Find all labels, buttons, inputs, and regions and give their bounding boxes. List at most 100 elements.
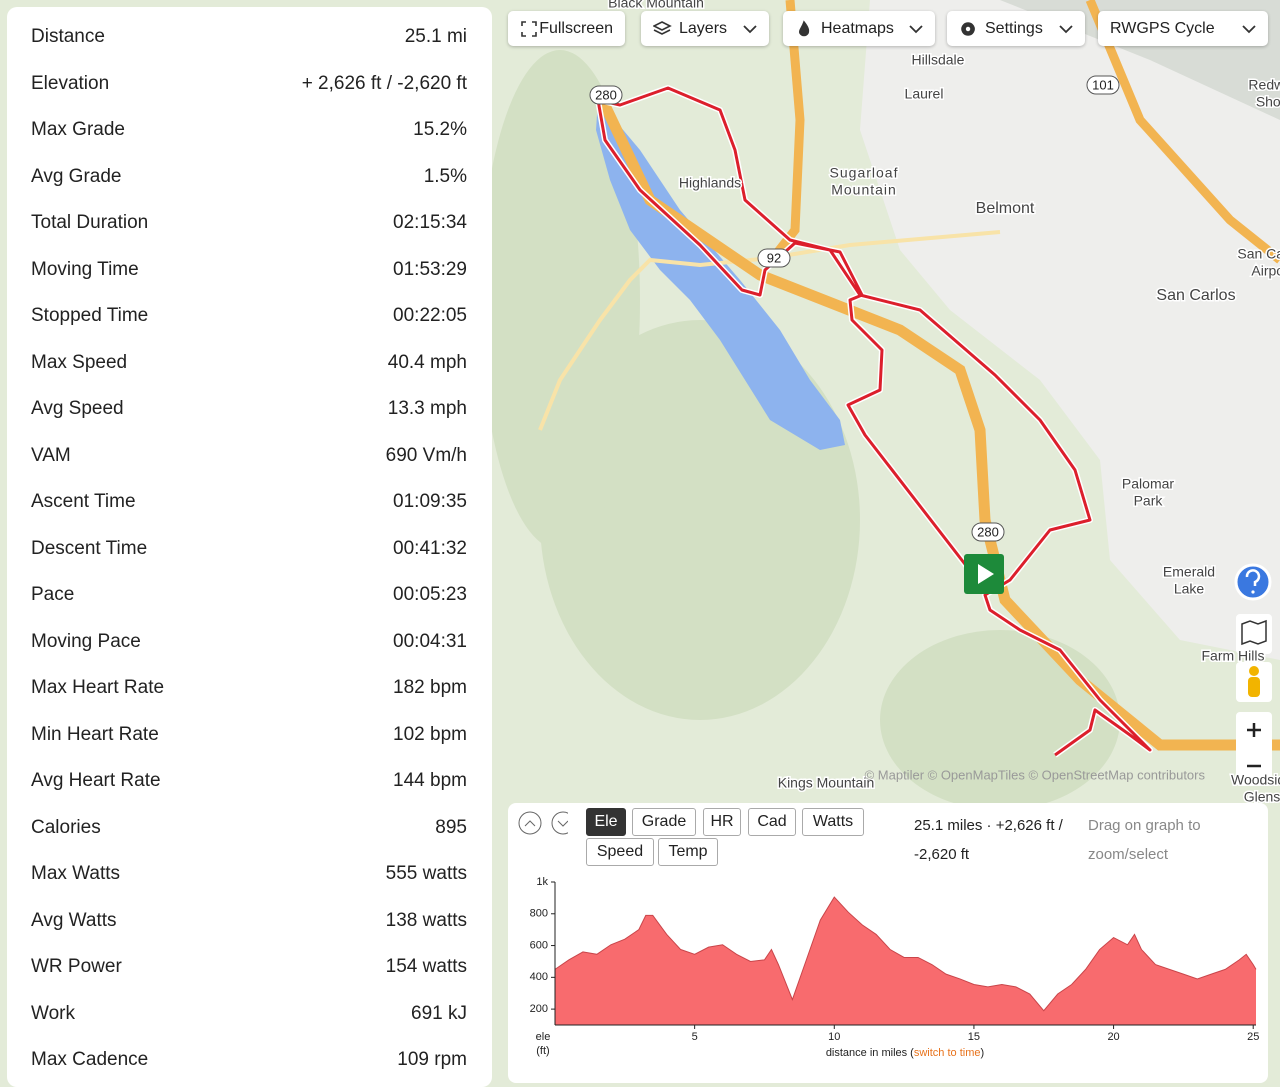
expand-up[interactable]: [518, 811, 542, 835]
stat-label: Moving Time: [31, 258, 139, 280]
collapse-down[interactable]: [551, 811, 568, 835]
stat-label: Work: [31, 1002, 75, 1024]
stat-row: VAM 690 Vm/h: [31, 445, 467, 469]
lake: [596, 100, 845, 450]
road-shield: [589, 85, 623, 105]
stat-value: 01:53:29: [393, 258, 467, 280]
stat-label: Moving Pace: [31, 630, 141, 652]
stat-label: Avg Watts: [31, 909, 117, 931]
button-label: Settings: [985, 19, 1043, 37]
stat-row: Max Grade 15.2%: [31, 119, 467, 143]
help-button[interactable]: [1234, 563, 1272, 601]
stat-value: 138 watts: [385, 909, 467, 931]
highway: [595, 92, 1280, 751]
chevron: [909, 24, 923, 33]
toolbar-button[interactable]: RWGPS Cycle: [1098, 11, 1268, 46]
icon-shape: [521, 20, 537, 37]
chart-tab[interactable]: Temp: [658, 838, 718, 866]
stat-label: Avg Heart Rate: [31, 770, 161, 791]
road-shield-label: 280: [977, 524, 999, 539]
stat-value: 102 bpm: [393, 723, 467, 745]
stat-label: VAM: [31, 444, 71, 466]
toolbar-button[interactable]: Settings: [947, 11, 1085, 46]
place-label: Redwood: [1248, 77, 1280, 93]
stat-value: 25.1 mi: [404, 26, 467, 47]
stat-label: Ascent Time: [31, 491, 136, 512]
stat-label: Avg Speed: [31, 398, 124, 419]
stat-row: Max Heart Rate 182 bpm: [31, 677, 467, 701]
place-label: Laurel: [905, 86, 944, 102]
place-label: Shores: [1256, 94, 1280, 110]
stat-row: Avg Heart Rate 144 bpm: [31, 770, 467, 794]
switch-to-time-link[interactable]: switch to time: [914, 1047, 981, 1059]
toolbar-button[interactable]: Layers: [641, 11, 769, 46]
stat-value: 1.5%: [423, 165, 467, 187]
icon-shape: [961, 21, 975, 36]
icon-shape: [799, 19, 810, 36]
chevron: [1059, 24, 1073, 33]
toolbar-button[interactable]: Heatmaps: [783, 11, 935, 46]
stat-value: 01:09:35: [393, 491, 467, 512]
road-shield-label: 101: [1092, 77, 1114, 92]
place-label: Mountain: [831, 182, 897, 198]
chart-tab[interactable]: Ele: [586, 808, 626, 836]
place-label: Airport: [1251, 263, 1280, 279]
stat-label: Max Cadence: [31, 1049, 149, 1070]
stat-label: Max Heart Rate: [31, 677, 165, 698]
map-info-button[interactable]: [1236, 614, 1272, 654]
place-label: Woodside: [1231, 772, 1280, 788]
stat-label: Pace: [31, 584, 75, 605]
button-icon: [521, 20, 537, 37]
button-icon: [961, 21, 975, 36]
stat-row: WR Power 154 watts: [31, 956, 467, 980]
x-tick-label: 5: [692, 1031, 698, 1043]
stat-value: 13.3 mph: [387, 398, 467, 419]
chart-tab[interactable]: Cad: [748, 808, 796, 836]
hills: [480, 50, 640, 550]
stat-value: 00:04:31: [393, 630, 467, 652]
collapse-controls: [518, 811, 568, 835]
elevation-line: [554, 896, 1257, 1012]
stat-value: 154 watts: [385, 956, 467, 977]
toolbar-button[interactable]: Fullscreen: [508, 11, 625, 46]
elevation-area: [555, 897, 1256, 1025]
chart-tab[interactable]: Watts: [802, 808, 864, 836]
chevron-down: [557, 820, 568, 827]
stat-value: 00:05:23: [393, 584, 467, 605]
button-label: RWGPS Cycle: [1110, 19, 1215, 37]
stat-row: Total Duration 02:15:34: [31, 212, 467, 236]
start-icon: [978, 564, 994, 584]
place-label: Lake: [1174, 581, 1205, 597]
x-tick-label: 10: [828, 1031, 840, 1043]
place-label: San Carlos: [1237, 246, 1280, 262]
stat-value: 895: [435, 816, 467, 838]
stat-label: WR Power: [31, 956, 122, 977]
highway: [766, 0, 805, 265]
button-label: Fullscreen: [539, 19, 613, 37]
hills: [880, 630, 1120, 810]
stat-value: 40.4 mph: [387, 351, 467, 373]
stat-label: Min Heart Rate: [31, 723, 159, 745]
stat-value: 691 kJ: [411, 1002, 467, 1024]
stat-label: Max Grade: [31, 119, 125, 140]
route-summary: 25.1 miles · +2,626 ft / -2,620 ft: [914, 817, 1063, 863]
stat-label: Total Duration: [31, 212, 149, 233]
stat-value: 00:41:32: [393, 537, 467, 559]
stat-label: Distance: [31, 26, 105, 47]
chart-tab[interactable]: Grade: [632, 808, 696, 836]
stat-value: 690 Vm/h: [385, 444, 467, 466]
stat-row: Work 691 kJ: [31, 1003, 467, 1027]
chart-tab[interactable]: HR: [703, 808, 741, 836]
stat-label: Descent Time: [31, 537, 148, 559]
stat-row: Elevation + 2,626 ft / -2,620 ft: [31, 73, 467, 97]
stat-label: Avg Grade: [31, 165, 122, 187]
x-tick-label: 25: [1247, 1031, 1259, 1043]
zoom-in[interactable]: [1247, 723, 1261, 737]
elevation-chart[interactable]: 200 400 600 800 1k 5 10 15 20 25 ele (ft) distance i…: [508, 803, 1268, 1075]
chart-tab[interactable]: Speed: [586, 838, 654, 866]
icon-shape: [653, 20, 672, 35]
stat-value: 555 watts: [385, 863, 467, 884]
stat-row: Max Watts 555 watts: [31, 863, 467, 887]
help-icon: [1245, 569, 1261, 586]
